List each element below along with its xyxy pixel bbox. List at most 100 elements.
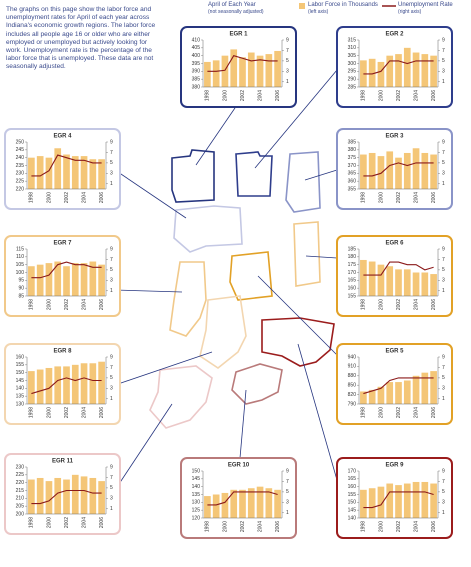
legend-bars-label: Labor Force in Thousands — [308, 2, 378, 8]
y-tick-label: 140 — [348, 515, 357, 521]
x-tick-label: 2000 — [46, 407, 52, 418]
bar — [28, 479, 35, 514]
bar — [395, 157, 402, 189]
y2-tick-label: 7 — [110, 475, 113, 481]
x-tick-label: 2004 — [257, 90, 263, 101]
legend-bars-sub: (left axis) — [308, 9, 329, 15]
y2-tick-label: 7 — [442, 479, 445, 485]
bar — [421, 54, 429, 87]
bar — [36, 477, 44, 514]
connector — [114, 289, 183, 293]
y-tick-label: 300 — [348, 61, 357, 67]
bar — [71, 156, 79, 189]
chart-title: EGR 1 — [229, 32, 248, 38]
x-tick-label: 1998 — [205, 521, 211, 532]
y2-tick-label: 9 — [110, 139, 113, 145]
bar — [377, 61, 385, 87]
y-tick-label: 150 — [348, 500, 357, 506]
bar — [368, 389, 376, 404]
bar — [421, 272, 429, 296]
x-tick-label: 2006 — [99, 407, 105, 418]
y-tick-label: 380 — [348, 147, 357, 153]
y-tick-label: 100 — [16, 270, 25, 276]
y-tick-label: 820 — [348, 392, 357, 398]
y-tick-label: 405 — [192, 45, 201, 51]
x-tick-label: 2006 — [99, 517, 105, 528]
y-tick-label: 910 — [348, 364, 357, 370]
x-tick-label: 2002 — [396, 90, 402, 101]
bar — [204, 61, 211, 87]
bar — [36, 264, 44, 296]
y2-tick-label: 5 — [442, 375, 445, 381]
y2-tick-label: 1 — [442, 396, 445, 402]
bar — [421, 372, 429, 404]
bar — [80, 263, 88, 296]
connector — [257, 275, 338, 356]
connector — [114, 403, 173, 491]
y-tick-label: 200 — [16, 511, 25, 517]
line — [31, 489, 102, 505]
bar — [204, 496, 211, 518]
y2-tick-label: 1 — [442, 510, 445, 516]
y-tick-label: 165 — [348, 476, 357, 482]
y2-tick-label: 5 — [110, 160, 113, 166]
y2-tick-label: 9 — [110, 246, 113, 252]
bar — [98, 264, 105, 296]
bar — [28, 371, 35, 404]
connector — [114, 351, 213, 386]
bar — [412, 52, 420, 87]
y2-tick-label: 3 — [442, 278, 445, 284]
bar — [403, 152, 411, 189]
x-tick-label: 2006 — [275, 521, 281, 532]
y2-tick-label: 7 — [442, 365, 445, 371]
x-tick-label: 2000 — [222, 90, 228, 101]
bar — [63, 479, 70, 514]
bar — [430, 483, 437, 518]
y-tick-label: 175 — [348, 262, 357, 268]
y-tick-label: 155 — [348, 492, 357, 498]
x-tick-label: 1998 — [361, 407, 367, 418]
legend-line-sub: (right axis) — [398, 9, 422, 15]
x-tick-label: 2004 — [413, 299, 419, 310]
x-tick-label: 2002 — [64, 299, 70, 310]
region-5 — [293, 221, 321, 287]
y-tick-label: 120 — [192, 515, 201, 521]
y-tick-label: 160 — [348, 484, 357, 490]
y2-tick-label: 1 — [110, 288, 113, 294]
y-tick-label: 790 — [348, 401, 357, 407]
map — [149, 149, 335, 429]
connector — [239, 389, 247, 459]
x-tick-label: 1998 — [29, 299, 35, 310]
y2-tick-label: 1 — [110, 396, 113, 402]
bar — [221, 55, 229, 87]
y-tick-label: 140 — [192, 484, 201, 490]
y2-tick-label: 9 — [442, 468, 445, 474]
x-tick-label: 2002 — [396, 192, 402, 203]
bar — [386, 266, 394, 296]
chart-title: EGR 10 — [228, 463, 250, 469]
bar — [368, 58, 376, 87]
bar — [265, 488, 273, 518]
y-tick-label: 180 — [348, 254, 357, 260]
y-tick-label: 125 — [192, 507, 201, 513]
line — [363, 261, 434, 276]
bar — [412, 375, 420, 404]
x-tick-label: 2006 — [431, 90, 437, 101]
region-3 — [285, 151, 321, 213]
y-tick-label: 155 — [348, 293, 357, 299]
x-tick-label: 2004 — [81, 192, 87, 203]
y-tick-label: 385 — [192, 76, 201, 82]
line — [31, 154, 102, 177]
y2-tick-label: 5 — [442, 160, 445, 166]
legend-note-main: April of Each Year — [208, 2, 256, 8]
bar — [386, 55, 394, 87]
x-tick-label: 1998 — [205, 90, 211, 101]
region-9 — [261, 317, 335, 367]
bar — [230, 49, 238, 87]
bar — [265, 54, 273, 87]
x-tick-label: 2002 — [64, 517, 70, 528]
bar — [274, 489, 281, 518]
